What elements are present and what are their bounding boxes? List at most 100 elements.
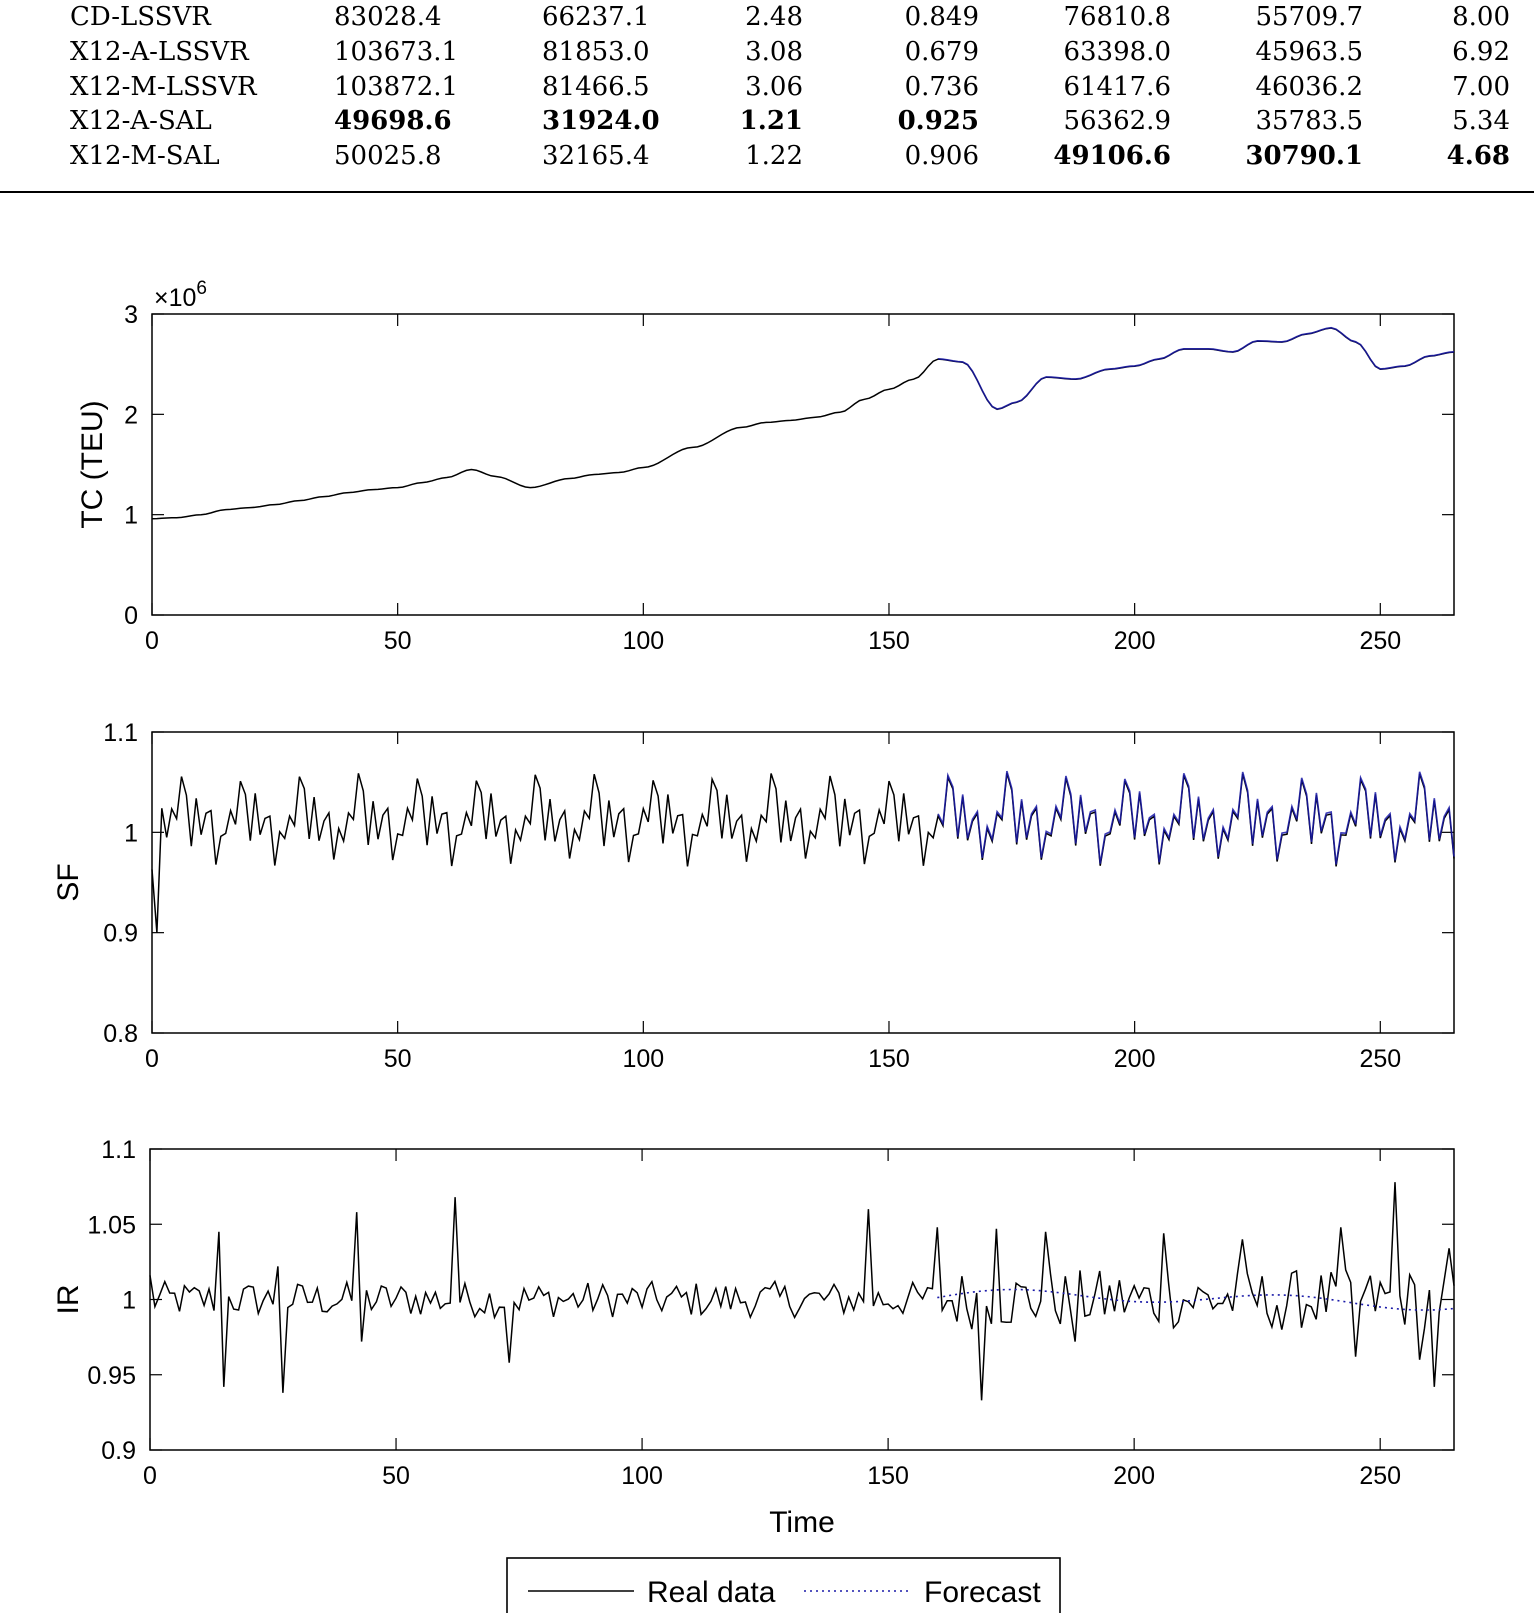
real-data-line [151,772,1455,933]
value-cell: 103673.1 [334,37,459,67]
value-cell: 1.21 [739,106,803,136]
value-cell: 81466.5 [542,72,650,102]
sf-chart: 0 50 100 150 200 250 0.8 0.9 1 1.1 SF [52,719,1455,1073]
x-tick-label: 250 [1359,1462,1401,1490]
value-cell: 49106.6 [1053,141,1171,171]
table-row: X12-A-SAL 49698.6 31924.0 1.21 0.925 56362.9 3… [0,104,1534,138]
x-axis-title: Time [769,1506,835,1539]
model-name-cell: X12-A-LSSVR [70,37,249,67]
model-name-cell: X12-A-SAL [70,106,212,136]
plot-frame [149,1148,1455,1451]
legend-real-label: Real data [647,1576,776,1609]
legend-box [506,1557,1061,1613]
x-tick-label: 50 [384,627,412,655]
value-cell: 6.92 [1452,37,1510,67]
table-row: X12-M-SAL 50025.8 32165.4 1.22 0.906 49106.6 3… [0,139,1534,173]
y-tick-label: 0.95 [87,1362,136,1390]
x-tick-label: 150 [868,627,910,655]
value-cell: 2.48 [745,2,803,32]
results-table: CD-LSSVR 83028.4 66237.1 2.48 0.849 76810.8 55… [0,0,1534,196]
model-name-cell: CD-LSSVR [70,2,211,32]
ir-chart: 0 50 100 150 200 250 0.9 0.95 1 1.05 1.1 IR Time [52,1136,1455,1539]
value-cell: 0.679 [904,37,979,67]
x-tick-label: 100 [622,627,664,655]
y-multiplier-exponent: 6 [196,278,207,299]
x-tick-label: 0 [145,1045,159,1073]
value-cell: 35783.5 [1255,106,1363,136]
y-axis-title: IR [52,1285,85,1315]
table-row: X12-A-LSSVR 103673.1 81853.0 3.08 0.679 63398… [0,35,1534,69]
y-multiplier: ×106 [154,278,207,312]
value-cell: 76810.8 [1063,2,1171,32]
value-cell: 1.22 [745,141,803,171]
x-tick-label: 150 [868,1045,910,1073]
value-cell: 50025.8 [334,141,442,171]
value-cell: 45963.5 [1255,37,1363,67]
plot-frame [151,731,1455,1034]
value-cell: 8.00 [1452,2,1510,32]
x-tick-label: 50 [384,1045,412,1073]
y-tick-label: 0.9 [103,920,138,948]
y-tick-label: 1.1 [103,719,138,747]
x-tick-label: 250 [1359,627,1401,655]
y-tick-label: 1.05 [87,1211,136,1239]
value-cell: 63398.0 [1063,37,1171,67]
value-cell: 66237.1 [542,2,650,32]
value-cell: 103872.1 [334,72,459,102]
x-tick-label: 100 [622,1045,664,1073]
legend: Real data Forecast [506,1557,1061,1613]
value-cell: 56362.9 [1063,106,1171,136]
value-cell: 0.849 [904,2,979,32]
model-name-cell: X12-M-LSSVR [70,72,257,102]
x-tick-label: 0 [143,1462,157,1490]
value-cell: 0.906 [904,141,979,171]
table-bottom-rule [0,191,1534,193]
y-tick-label: 1 [122,1287,136,1315]
y-tick-label: 1.1 [101,1136,136,1164]
table-row: X12-M-LSSVR 103872.1 81466.5 3.06 0.736 61417… [0,70,1534,104]
table-row: CD-LSSVR 83028.4 66237.1 2.48 0.849 76810.8 55… [0,0,1534,34]
value-cell: 46036.2 [1255,72,1363,102]
value-cell: 61417.6 [1063,72,1171,102]
y-tick-label: 0 [124,602,138,630]
x-tick-label: 150 [867,1462,909,1490]
value-cell: 55709.7 [1255,2,1363,32]
y-tick-label: 0.9 [101,1437,136,1465]
y-tick-label: 3 [124,301,138,329]
y-axis-title: SF [52,863,85,901]
value-cell: 0.925 [897,106,979,136]
x-tick-label: 50 [382,1462,410,1490]
plot-frame [151,313,1455,616]
value-cell: 7.00 [1452,72,1510,102]
tc-chart: 0 50 100 150 200 250 0 1 2 3 TC (TEU) ×106 [76,278,1455,655]
forecast-line [938,326,1455,410]
legend-forecast-label: Forecast [924,1576,1041,1609]
y-tick-label: 1 [124,502,138,530]
real-data-line [149,1182,1455,1401]
x-tick-label: 200 [1114,1045,1156,1073]
value-cell: 83028.4 [334,2,442,32]
value-cell: 3.08 [745,37,803,67]
value-cell: 81853.0 [542,37,650,67]
x-tick-label: 200 [1114,627,1156,655]
value-cell: 30790.1 [1245,141,1363,171]
y-tick-label: 2 [124,401,138,429]
y-tick-label: 1 [124,819,138,847]
forecast-line [937,770,1455,865]
y-axis-title: TC (TEU) [76,400,109,528]
value-cell: 49698.6 [334,106,452,136]
x-tick-label: 0 [145,627,159,655]
value-cell: 3.06 [745,72,803,102]
value-cell: 31924.0 [542,106,660,136]
forecast-line [937,1288,1455,1311]
value-cell: 32165.4 [542,141,650,171]
value-cell: 5.34 [1452,106,1510,136]
value-cell: 4.68 [1446,141,1510,171]
x-tick-label: 200 [1113,1462,1155,1490]
model-name-cell: X12-M-SAL [70,141,220,171]
x-tick-label: 250 [1359,1045,1401,1073]
value-cell: 0.736 [904,72,979,102]
y-tick-label: 0.8 [103,1020,138,1048]
x-tick-label: 100 [621,1462,663,1490]
